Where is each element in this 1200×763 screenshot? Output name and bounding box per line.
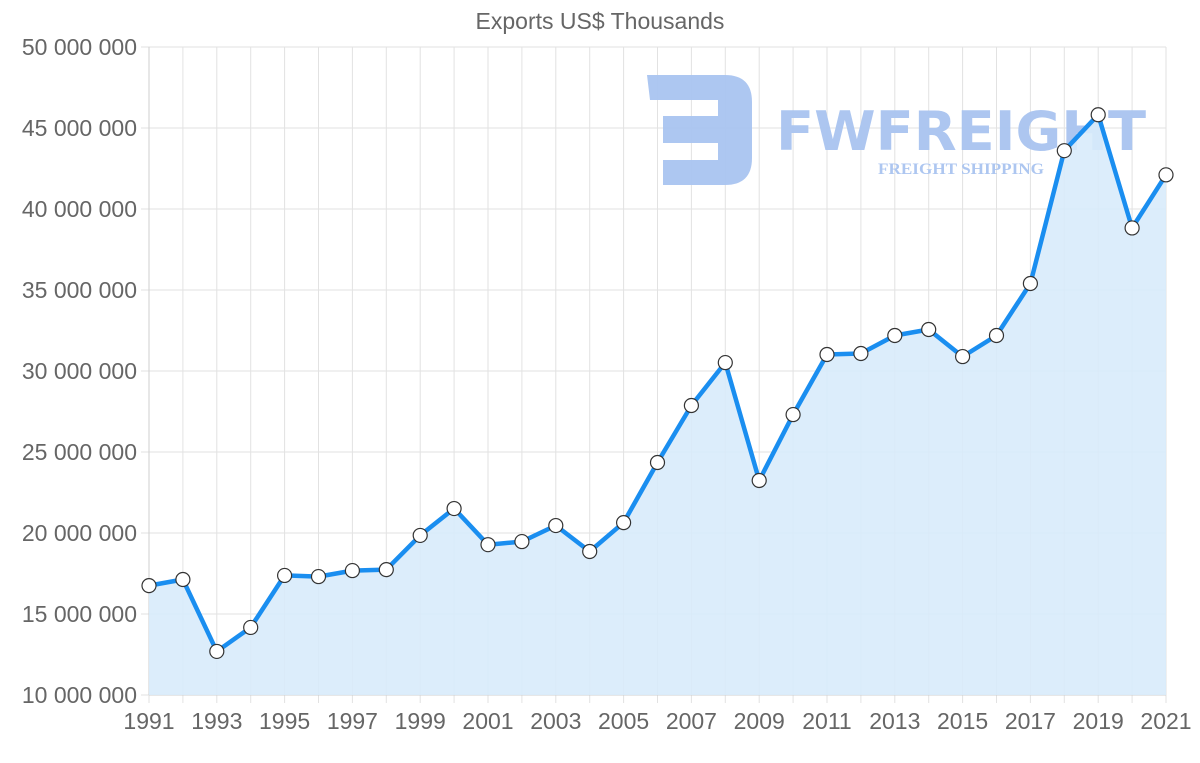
x-tick-label: 2011 [802, 708, 851, 734]
data-point[interactable] [548, 517, 564, 534]
data-point[interactable] [717, 354, 733, 371]
data-point[interactable] [921, 321, 937, 338]
x-tick-label: 2005 [598, 708, 649, 734]
data-point[interactable] [1056, 143, 1072, 159]
data-point[interactable] [582, 543, 598, 560]
x-tick-label: 2003 [530, 708, 581, 734]
x-tick-label: 2009 [734, 708, 785, 734]
data-point[interactable] [649, 454, 666, 471]
data-points [141, 107, 1174, 660]
x-tick-label: 2007 [666, 708, 717, 734]
y-tick-label: 45 000 000 [22, 115, 137, 141]
data-point[interactable] [412, 527, 428, 544]
data-point[interactable] [209, 643, 225, 660]
x-axis-labels: 1991 1993 1995 1997 1999 2001 2003 2005 2007 2009… [123, 708, 1191, 734]
area-fill [149, 114, 1166, 695]
x-tick-label: 1993 [191, 708, 242, 734]
y-tick-label: 25 000 000 [22, 439, 137, 465]
data-point[interactable] [785, 406, 801, 423]
data-point[interactable] [887, 327, 903, 344]
data-point[interactable] [378, 562, 394, 578]
data-point[interactable] [310, 568, 327, 585]
data-point[interactable] [615, 515, 632, 531]
y-tick-label: 35 000 000 [22, 277, 137, 303]
data-point[interactable] [683, 397, 700, 414]
data-point[interactable] [277, 567, 293, 584]
chart-title: Exports US$ Thousands [475, 8, 725, 34]
data-point[interactable] [514, 533, 530, 550]
y-tick-label: 30 000 000 [22, 358, 137, 384]
data-point[interactable] [954, 348, 971, 365]
fwfreight-watermark: FWFREIGHT FREIGHT SHIPPING [647, 75, 1146, 185]
data-point[interactable] [1124, 220, 1140, 236]
y-axis-labels: 50 000 000 45 000 000 40 000 000 35 000 000… [22, 34, 137, 708]
y-tick-label: 40 000 000 [22, 196, 137, 222]
x-tick-label: 1991 [123, 708, 174, 734]
data-point[interactable] [243, 619, 259, 636]
x-tick-label: 1995 [259, 708, 310, 734]
data-point[interactable] [1022, 275, 1039, 292]
y-tick-label: 50 000 000 [22, 34, 137, 60]
data-point[interactable] [1158, 167, 1174, 183]
data-point[interactable] [141, 578, 157, 594]
data-point[interactable] [175, 571, 191, 588]
data-point[interactable] [344, 562, 360, 579]
data-point[interactable] [751, 472, 767, 489]
data-point[interactable] [819, 346, 835, 363]
data-point[interactable] [853, 345, 869, 362]
x-tick-label: 1997 [327, 708, 378, 734]
data-point[interactable] [446, 500, 462, 517]
x-tick-label: 2021 [1140, 708, 1191, 734]
y-tick-label: 10 000 000 [22, 682, 137, 708]
x-tick-label: 2001 [462, 708, 513, 734]
fwfreight-logo-icon [647, 75, 752, 185]
data-point[interactable] [988, 327, 1005, 344]
y-tick-label: 15 000 000 [22, 601, 137, 627]
data-point[interactable] [1090, 107, 1106, 123]
watermark-tagline: FREIGHT SHIPPING [878, 161, 1045, 178]
data-point[interactable] [480, 537, 496, 553]
x-tick-label: 2019 [1073, 708, 1124, 734]
x-tick-label: 2013 [869, 708, 920, 734]
x-tick-label: 1999 [395, 708, 446, 734]
x-tick-label: 2015 [937, 708, 988, 734]
y-tick-label: 20 000 000 [22, 520, 137, 546]
x-tick-label: 2017 [1005, 708, 1056, 734]
